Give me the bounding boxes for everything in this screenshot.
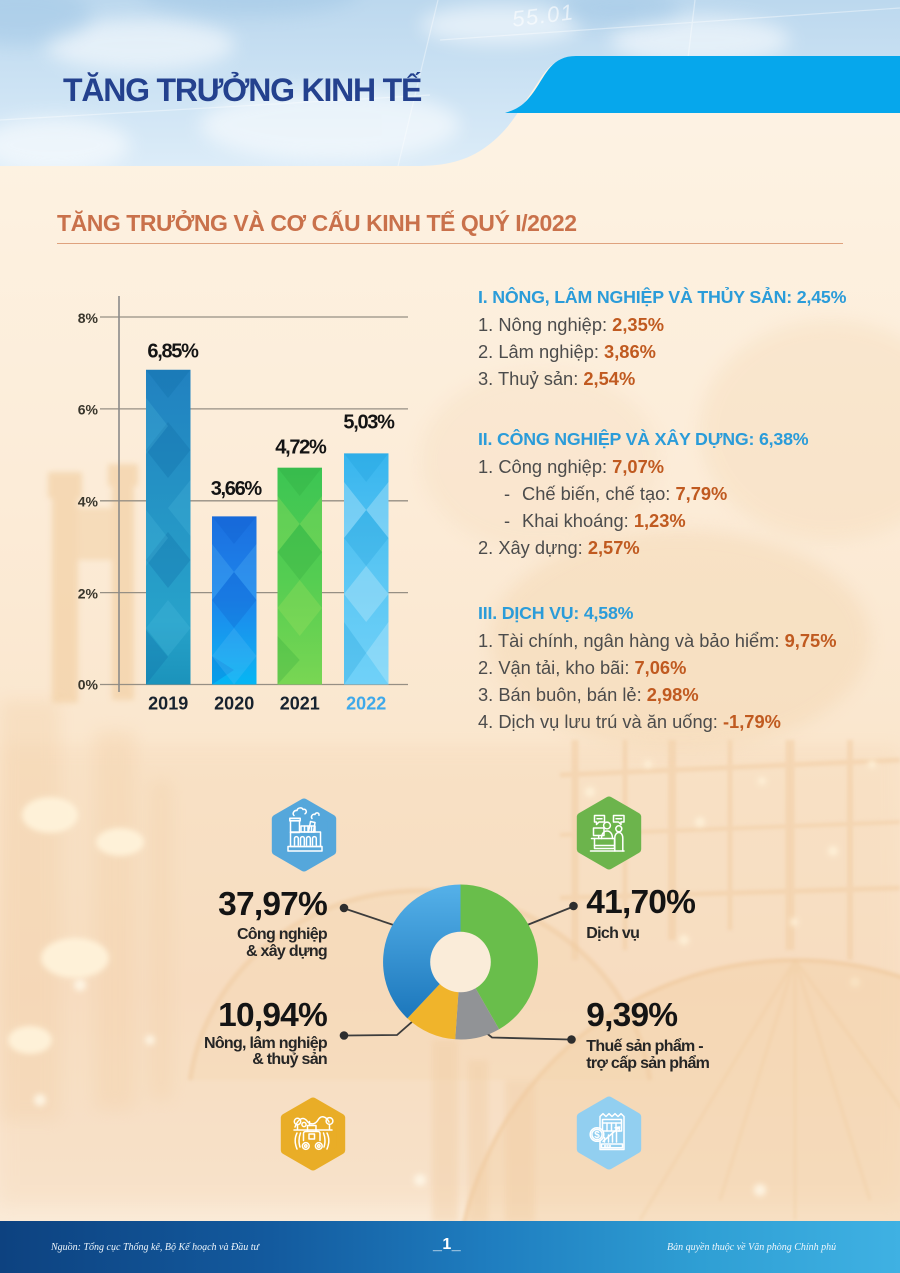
svg-text:5,03%: 5,03% bbox=[343, 412, 395, 434]
svg-text:0%: 0% bbox=[78, 677, 99, 693]
svg-text:6%: 6% bbox=[78, 402, 99, 418]
svg-text:6,85%: 6,85% bbox=[147, 340, 199, 362]
svg-text:2022: 2022 bbox=[346, 694, 386, 714]
svg-text:8%: 8% bbox=[78, 310, 99, 326]
svg-text:4%: 4% bbox=[78, 494, 99, 510]
svg-text:2%: 2% bbox=[78, 585, 99, 601]
svg-text:3,66%: 3,66% bbox=[211, 478, 263, 500]
svg-text:2021: 2021 bbox=[280, 694, 320, 714]
svg-text:2020: 2020 bbox=[214, 694, 254, 714]
svg-text:$: $ bbox=[594, 1130, 600, 1141]
svg-text:4,72%: 4,72% bbox=[275, 436, 327, 458]
svg-text:2019: 2019 bbox=[148, 694, 188, 714]
